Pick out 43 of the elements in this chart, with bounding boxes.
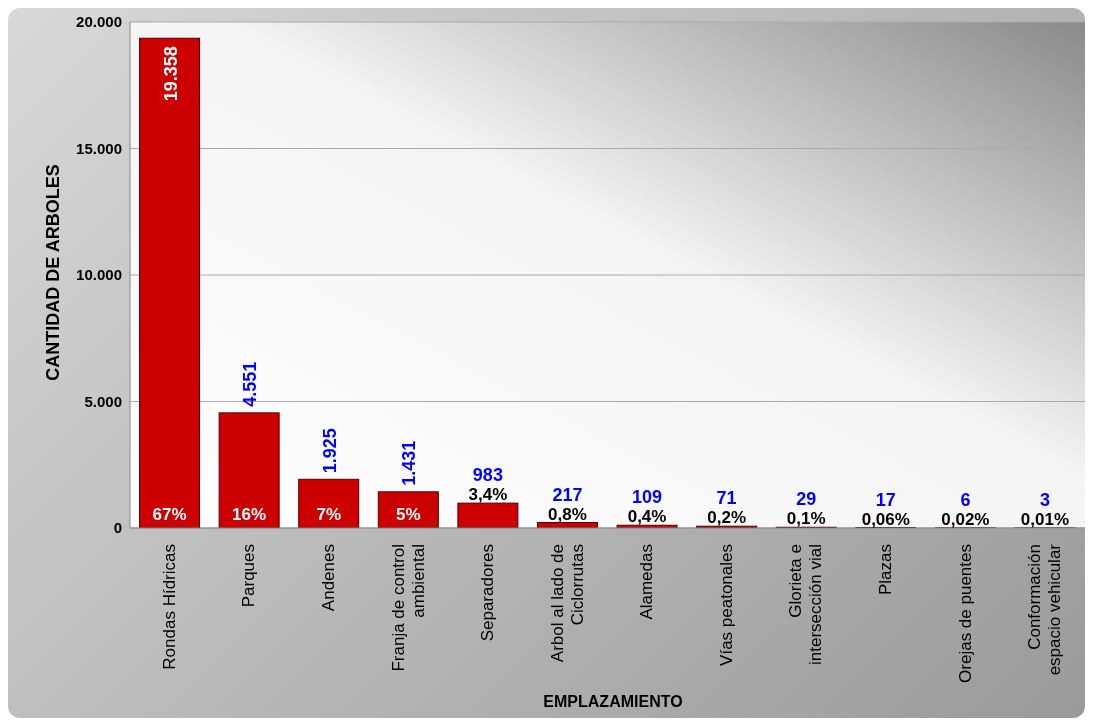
data-label: 217: [552, 484, 583, 505]
x-tick-label: Andenes: [318, 544, 338, 612]
y-tick-label: 10.000: [76, 266, 122, 284]
x-tick-label: Franja de control ambiental: [388, 544, 428, 672]
data-label: 29: [796, 489, 817, 510]
data-label: 6: [960, 489, 971, 510]
annotation: 67%: [152, 505, 187, 524]
annotation: 0,01%: [1020, 509, 1070, 529]
annotation: 0,4%: [627, 507, 667, 527]
y-tick-label: 0: [113, 519, 122, 537]
data-label: 19.358: [160, 46, 181, 102]
annotation: 16%: [232, 505, 267, 524]
annotation: 5%: [396, 505, 421, 524]
y-tick-label: 15.000: [76, 139, 122, 157]
data-label: 109: [632, 487, 663, 508]
x-axis-title: EMPLAZAMIENTO: [542, 693, 684, 711]
annotation: 0,2%: [707, 508, 747, 528]
x-tick-label: Alamedas: [637, 544, 657, 620]
data-label: 1.925: [319, 428, 340, 474]
annotation: 3,4%: [468, 485, 508, 505]
x-tick-label: Glorieta e intersección vial: [786, 544, 826, 665]
data-label: 1.431: [399, 440, 420, 486]
x-tick-label: Arbol al lado de Ciclorrutas: [547, 544, 587, 663]
data-label: 3: [1039, 489, 1050, 510]
y-axis-title: CANTIDAD DE ARBOLES: [42, 163, 64, 381]
y-tick-label: 5.000: [84, 392, 122, 410]
annotation: 0,06%: [861, 509, 910, 529]
x-tick-label: Orejas de puentes: [955, 544, 975, 683]
data-label: 983: [472, 465, 503, 486]
data-label: 4.551: [240, 361, 261, 407]
x-tick-label: Parques: [239, 544, 259, 608]
data-label: 71: [716, 488, 737, 509]
x-tick-label: Rondas Hídricas: [159, 544, 179, 670]
annotation: 0,1%: [786, 509, 826, 529]
x-tick-label: Conformación espacio vehicular: [1025, 543, 1065, 676]
annotation: 7%: [316, 505, 342, 524]
x-tick-label: Plazas: [876, 544, 896, 596]
y-tick-label: 20.000: [76, 13, 122, 31]
data-label: 17: [875, 489, 896, 510]
annotation: 0,02%: [941, 509, 990, 529]
x-tick-label: Vías peatonales: [716, 544, 736, 666]
x-tick-label: Separadores: [478, 544, 498, 642]
annotation: 0,8%: [548, 504, 587, 524]
